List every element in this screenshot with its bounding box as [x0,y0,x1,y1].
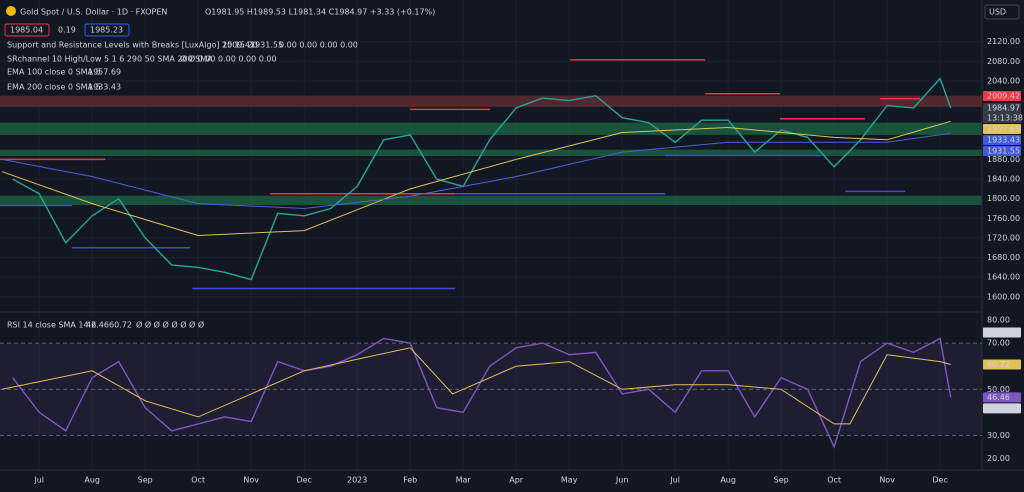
symbol: Gold Spot / U.S. Dollar · 1D · FXOPEN [20,8,167,17]
x-tick-label: Jul [669,476,680,485]
price-badge-label: 1933.43 [987,135,1020,144]
y-tick-label: 1760.00 [987,214,1020,223]
y-tick-label: 80.00 [987,316,1010,325]
y-tick-label: 1840.00 [987,175,1020,184]
y-tick-label: 70.00 [987,339,1010,348]
y-tick-label: 1800.00 [987,194,1020,203]
ema-value: 1933.43 [88,83,121,92]
x-tick-label: Dec [296,476,311,485]
x-tick-label: Dec [932,476,947,485]
x-tick-label: Mar [456,476,472,485]
buy-box[interactable] [84,23,130,37]
sr-values: 0.00 0.00 0.00 0.00 [279,41,358,50]
x-tick-label: Jun [615,476,629,485]
countdown: 13:13:38 [987,113,1023,122]
y-tick-label: 1680.00 [987,253,1020,262]
series-line [1,347,951,425]
y-tick-label: 2080.00 [987,57,1020,66]
price-badge-label: 60.72 [987,360,1010,369]
x-tick-label: Oct [827,476,841,485]
x-tick-label: Sep [138,476,153,485]
y-tick-label: 1880.00 [987,155,1020,164]
y-tick-label: 2120.00 [987,37,1020,46]
x-tick-label: Aug [84,476,100,485]
rsi-extra: Ø Ø Ø Ø Ø Ø Ø Ø [136,320,204,330]
series-line [12,337,952,449]
price-badge-label: 1931.55 [987,146,1020,155]
price-badge-label: 1957.69 [987,124,1020,133]
price-badge-label: 46.46 [987,393,1010,402]
x-tick-label: Feb [403,476,417,485]
series-line [1,120,951,237]
y-tick-label: 1640.00 [987,273,1020,282]
series-line [2,132,951,210]
price-badge [983,359,1021,370]
channel-legend: SRchannel 10 High/Low 5 1 6 290 50 SMA 2… [7,55,213,64]
price-badge-label: 74.62 [987,328,1010,337]
ohlc: O1981.95 H1989.53 L1981.34 C1984.97 +3.3… [205,8,435,17]
currency-box[interactable] [984,4,1020,20]
x-tick-label: Oct [191,476,205,485]
rsi-legend: RSI 14 close SMA 14 2 [7,321,96,330]
x-tick-label: Nov [879,476,895,485]
rsi-value: 46.46 [86,321,109,330]
series-line [12,77,952,281]
spread: 0.19 [58,26,76,35]
y-tick-label: 30.00 [987,431,1010,440]
price-badge [983,392,1021,403]
currency: USD [989,8,1006,17]
x-tick-label: Jul [33,476,44,485]
price-badge-label: 1984.97 [987,103,1020,112]
x-tick-label: Aug [720,476,736,485]
sr-value: 2009.42 [222,41,255,50]
price-badge [983,90,1021,101]
x-tick-label: Apr [509,476,524,485]
price-axis [982,312,1024,470]
x-tick-label: 2023 [347,476,367,485]
sr-legend: Support and Resistance Levels with Break… [7,41,258,50]
price-badge [983,123,1021,134]
zone [0,122,982,135]
y-tick-label: 50.00 [987,385,1010,394]
sell-box[interactable] [4,23,50,37]
x-tick-label: Nov [243,476,259,485]
price-badge [983,327,1021,338]
rsi-ma-value: 60.72 [109,321,132,330]
sr-value: 1931.55 [250,41,283,50]
zone [0,195,982,206]
y-tick-label: 20.00 [987,454,1010,463]
channel-values: Ø Ø 0.00 0.00 0.00 0.00 [180,54,277,64]
y-tick-label: 2040.00 [987,76,1020,85]
y-tick-label: 1600.00 [987,292,1020,301]
price-badge [983,134,1021,145]
zone [0,149,982,156]
ema-value: 1957.69 [88,68,121,77]
symbol-icon [6,6,16,16]
ema-legend: EMA 200 close 0 SMA 5 [7,83,101,92]
price-axis [982,0,1024,312]
price-badge [983,145,1021,156]
sell-price: 1985.04 [10,26,43,35]
price-badge [983,102,1021,123]
ema-legend: EMA 100 close 0 SMA 5 [7,68,101,77]
x-tick-label: May [561,476,578,485]
x-tick-label: Sep [774,476,789,485]
price-badge-label: 45.96 [987,404,1010,413]
buy-price: 1985.23 [90,26,123,35]
zone [0,95,982,107]
price-badge [983,403,1021,414]
y-tick-label: 1720.00 [987,233,1020,242]
price-badge-label: 2009.42 [987,91,1020,100]
